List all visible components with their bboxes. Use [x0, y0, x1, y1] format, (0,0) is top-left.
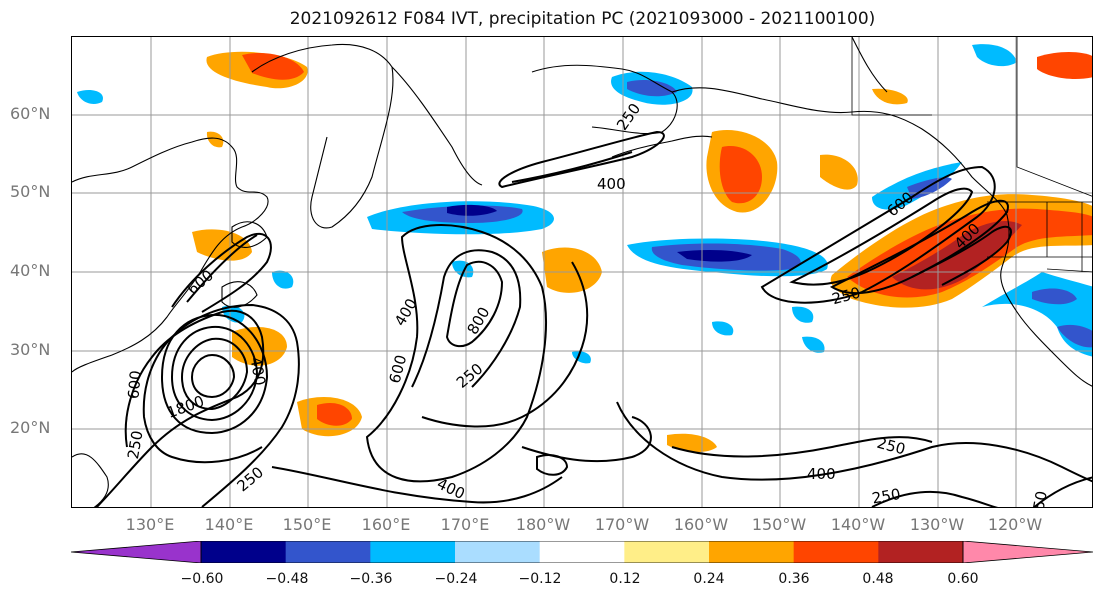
map-title: 2021092612 F084 IVT, precipitation PC (2…	[289, 9, 876, 29]
colorbar-label: 0.36	[778, 571, 810, 587]
map-canvas: 250 400 400 600 800 250 600 400 250 250 …	[72, 37, 1092, 508]
contour-label: 400	[597, 175, 626, 193]
lon-label-130w: 130°W	[909, 515, 965, 534]
lat-label-50n: 50°N	[10, 182, 51, 201]
contour-label: 800	[464, 304, 494, 338]
lon-label-140w: 140°W	[830, 515, 886, 534]
colorbar-segment	[624, 541, 710, 563]
contour-label: 250	[613, 100, 644, 134]
lon-label-140e: 140°E	[204, 515, 254, 534]
lon-label-150e: 150°E	[282, 515, 332, 534]
colorbar-label: −0.60	[180, 571, 224, 587]
contour-label: 600	[184, 266, 218, 298]
contour-label: 250	[453, 360, 487, 392]
colorbar-label: −0.12	[518, 571, 562, 587]
colorbar-label: −0.24	[434, 571, 478, 587]
colorbar-label: 0.12	[609, 571, 641, 587]
contour-label: 250	[234, 463, 268, 495]
colorbar-segment	[455, 541, 541, 563]
boundaries	[851, 37, 1092, 273]
ivt-contours	[95, 130, 1092, 507]
colorbar-segment	[539, 541, 625, 563]
contour-label: 250	[871, 485, 902, 508]
graticule	[72, 37, 1092, 507]
colorbar-extend-right	[962, 541, 1093, 563]
lon-label-150w: 150°W	[751, 515, 807, 534]
lat-label-40n: 40°N	[10, 261, 51, 280]
contour-label: 50	[1030, 490, 1051, 508]
colorbar-label: −0.36	[349, 571, 393, 587]
colorbar-segment	[285, 541, 371, 563]
colorbar-segment	[878, 541, 964, 563]
colorbar	[71, 541, 1093, 563]
colorbar-label: −0.48	[265, 571, 309, 587]
lon-label-160e: 160°E	[361, 515, 411, 534]
map-panel: 250 400 400 600 800 250 600 400 250 250 …	[71, 36, 1093, 508]
colorbar-segment	[793, 541, 879, 563]
contour-label: 400	[246, 356, 269, 387]
lat-label-30n: 30°N	[10, 340, 51, 359]
colorbar-segment	[709, 541, 795, 563]
colorbar-segment	[370, 541, 456, 563]
lon-label-160w: 160°W	[673, 515, 729, 534]
colorbar-extend-left	[71, 541, 202, 563]
contour-label: 250	[124, 429, 147, 460]
colorbar-label: 0.60	[947, 571, 979, 587]
lon-label-120w: 120°W	[987, 515, 1043, 534]
contour-label: 400	[807, 465, 836, 483]
lat-label-20n: 20°N	[10, 418, 51, 437]
colorbar-label: 0.24	[693, 571, 725, 587]
coastlines	[72, 37, 1092, 507]
colorbar-segment	[201, 541, 287, 563]
lat-label-60n: 60°N	[10, 104, 51, 123]
contour-label: 600	[124, 370, 144, 400]
lon-label-170w: 170°W	[594, 515, 650, 534]
lon-label-180w: 180°W	[515, 515, 571, 534]
lon-label-130e: 130°E	[125, 515, 175, 534]
colorbar-label: 0.48	[862, 571, 894, 587]
precip-negative-shading	[77, 44, 1092, 364]
lon-label-170e: 170°E	[440, 515, 490, 534]
